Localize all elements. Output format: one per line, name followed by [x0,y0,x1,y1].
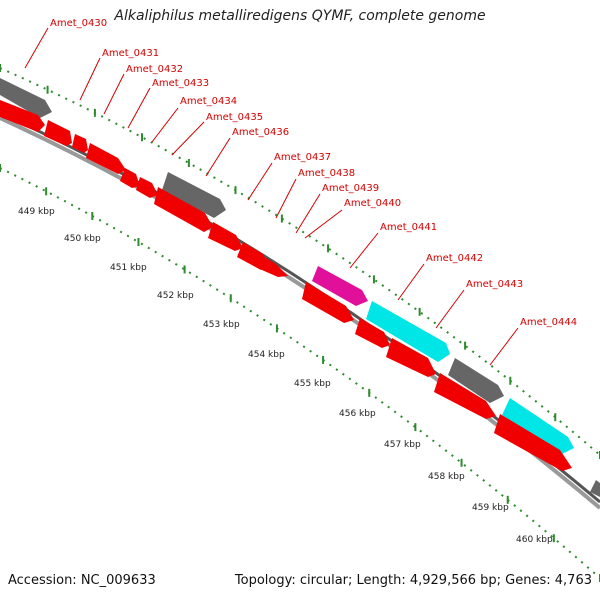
gene-label-amet-0433: Amet_0433 [152,78,209,89]
gene-label-amet-0441: Amet_0441 [380,222,437,233]
kbp-label-450: 450 kbp [64,234,101,244]
gene-label-amet-0437: Amet_0437 [274,152,331,163]
gene-block-gray-4 [590,480,600,497]
gene-block-cyan-2 [502,398,574,455]
gene-label-amet-0431: Amet_0431 [102,48,159,59]
kbp-label-456: 456 kbp [339,409,376,419]
kbp-label-457: 457 kbp [384,440,421,450]
genome-title: Alkaliphilus metalliredigens QYMF, compl… [114,8,486,24]
gene-arrow-red-4 [86,143,126,174]
gene-arrow-red-10 [262,258,288,277]
gene-arrow-red-5 [120,168,140,188]
gene-arrow-red-3 [72,134,88,153]
gene-leader-lines [24,27,519,366]
kbp-label-454: 454 kbp [248,350,285,360]
outer-tick-arc [0,67,600,456]
gene-label-amet-0438: Amet_0438 [298,168,355,179]
kbp-label-452: 452 kbp [157,291,194,301]
gene-arrow-red-9 [237,242,270,270]
gene-block-cyan-1 [366,301,450,362]
gene-arrow-red-11 [302,282,354,323]
kbp-label-453: 453 kbp [203,320,240,330]
kbp-label-449: 449 kbp [18,207,55,217]
gene-arrow-red-8 [208,222,243,251]
gene-arrow-red-7 [154,187,213,232]
gene-arrow-red-1 [0,100,45,132]
kbp-label-460: 460 kbp [516,535,553,545]
gene-block-gray-1 [0,78,52,118]
kbp-label-459: 459 kbp [472,503,509,513]
gene-label-amet-0440: Amet_0440 [344,198,401,209]
gene-label-amet-0443: Amet_0443 [466,279,523,290]
gene-label-amet-0430: Amet_0430 [50,18,107,29]
outer-major-ticks [0,64,600,459]
gene-label-amet-0434: Amet_0434 [180,96,237,107]
gene-arrow-red-14 [434,373,496,419]
gene-block-gray-3 [448,358,504,403]
kbp-label-451: 451 kbp [110,263,147,273]
gene-label-amet-0432: Amet_0432 [126,64,183,75]
gene-arrow-red-12 [355,318,390,348]
gene-label-amet-0442: Amet_0442 [426,253,483,264]
gene-arrow-red-15 [494,414,572,471]
gene-arrow-red-6 [136,177,158,198]
inner-major-ticks [0,164,600,582]
gene-label-amet-0439: Amet_0439 [322,183,379,194]
gene-label-amet-0435: Amet_0435 [206,112,263,123]
gene-block-gray-2 [162,172,226,218]
genome-summary-text: Topology: circular; Length: 4,929,566 bp… [234,573,592,588]
gene-block-magenta [312,266,368,306]
kbp-label-455: 455 kbp [294,379,331,389]
gene-label-amet-0444: Amet_0444 [520,317,577,328]
kbp-label-458: 458 kbp [428,472,465,482]
accession-text: Accession: NC_009633 [8,573,156,588]
gene-label-amet-0436: Amet_0436 [232,127,289,138]
gene-arrow-red-2 [44,120,72,146]
inner-tick-arc [0,167,600,579]
gene-arrow-red-13 [386,338,436,377]
